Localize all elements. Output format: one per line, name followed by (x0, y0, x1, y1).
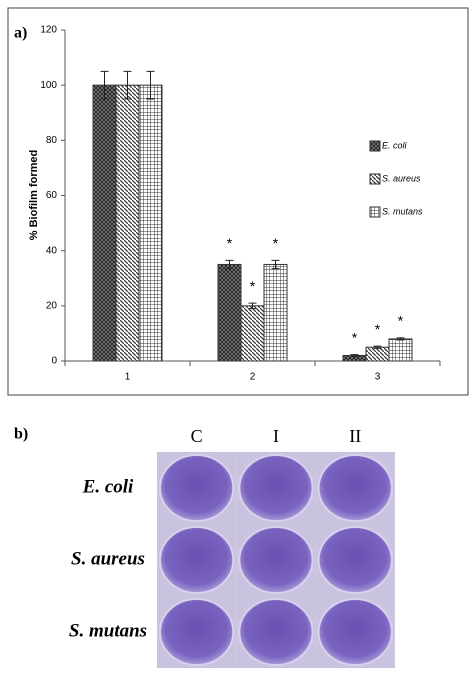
row-label: S. mutans (69, 620, 147, 641)
bar (138, 84, 163, 362)
error-bar (248, 302, 257, 310)
significance-marker: * (375, 321, 381, 337)
legend-label: S. mutans (382, 206, 423, 216)
column-header: I (273, 426, 279, 446)
y-tick-label: 100 (40, 80, 57, 91)
well (317, 598, 393, 666)
bar (240, 305, 265, 362)
well (159, 454, 235, 522)
error-bar (225, 259, 234, 270)
legend-label: S. aureus (382, 173, 421, 183)
legend-label: E. coli (382, 140, 408, 150)
x-tick-label: 2 (250, 372, 256, 383)
significance-marker: * (227, 235, 233, 251)
well (159, 598, 235, 666)
legend-swatch (369, 140, 381, 152)
well (317, 526, 393, 594)
x-tick-label: 1 (125, 372, 131, 383)
well (159, 526, 235, 594)
error-bar (396, 337, 405, 341)
y-axis-label: % Biofilm formed (28, 150, 40, 240)
row-label: E. coli (82, 476, 134, 497)
well (238, 598, 314, 666)
y-tick-label: 0 (51, 356, 57, 367)
bar (92, 84, 117, 362)
significance-marker: * (250, 278, 256, 294)
error-bar (146, 70, 155, 100)
y-tick-label: 40 (46, 245, 58, 256)
y-tick-label: 80 (46, 135, 58, 146)
error-bar (100, 70, 109, 100)
bar (365, 346, 390, 362)
bar (263, 263, 288, 362)
legend-swatch (369, 206, 381, 218)
bar (217, 263, 242, 362)
bar (115, 84, 140, 362)
chart-frame (7, 7, 469, 396)
error-bar (350, 354, 359, 357)
panel-label: b) (14, 426, 28, 443)
error-bar (123, 70, 132, 100)
error-bar (373, 345, 382, 349)
well (238, 526, 314, 594)
y-tick-label: 20 (46, 300, 58, 311)
column-header: II (349, 426, 361, 446)
row-label: S. aureus (71, 548, 145, 569)
legend-swatch (369, 173, 381, 185)
significance-marker: * (273, 235, 279, 251)
well (317, 454, 393, 522)
y-tick-label: 120 (40, 25, 57, 36)
well (238, 454, 314, 522)
panel-label: a) (14, 25, 27, 42)
x-tick-label: 3 (375, 372, 381, 383)
column-header: C (191, 426, 203, 446)
significance-marker: * (352, 329, 358, 345)
y-tick-label: 60 (46, 190, 58, 201)
significance-marker: * (398, 313, 404, 329)
bar (388, 338, 413, 362)
error-bar (271, 259, 280, 270)
